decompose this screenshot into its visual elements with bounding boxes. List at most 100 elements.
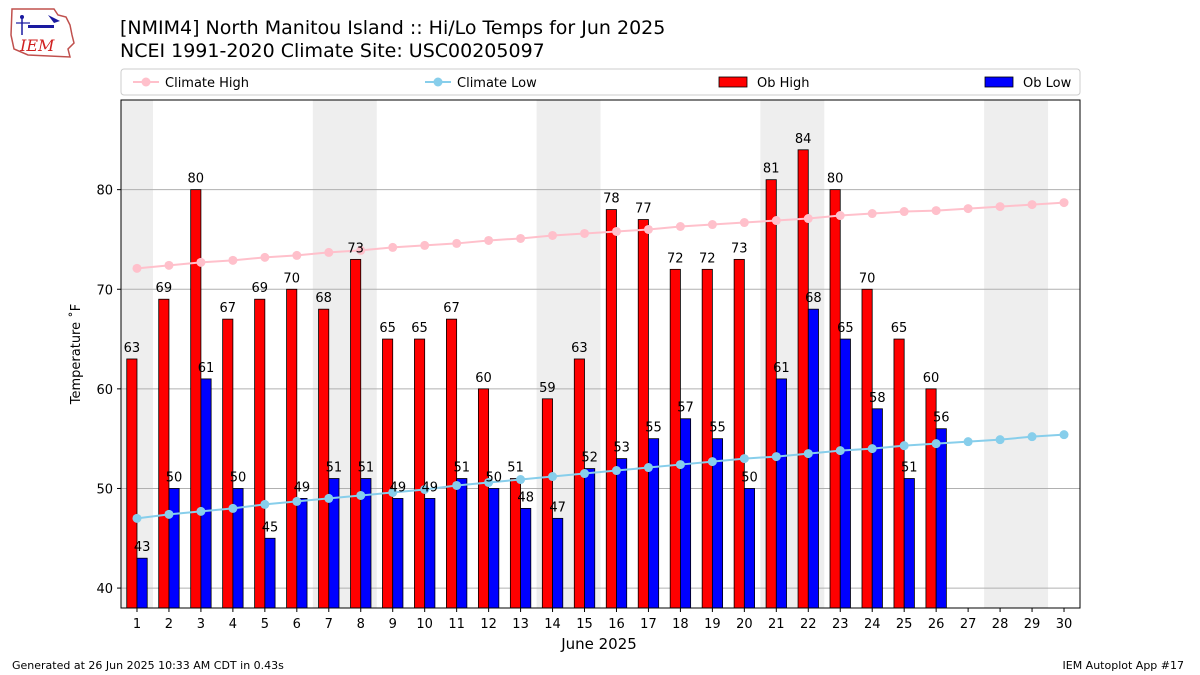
climate-low-point [707,457,717,467]
climate-high-point [835,211,845,221]
x-tick-label: 6 [293,617,301,632]
x-tick-label: 15 [576,617,593,632]
ob-low-label: 49 [422,480,439,495]
legend-swatch-marker [141,77,151,87]
x-tick-label: 13 [512,617,529,632]
ob-low-label: 55 [645,421,662,436]
climate-low-point [1027,432,1037,442]
ob-low-label: 50 [166,470,183,485]
x-tick-label: 26 [928,617,945,632]
climate-high-point [196,257,206,267]
climate-low-point [132,513,142,523]
ob-high-label: 65 [891,321,908,336]
ob-high-bar [701,268,713,609]
climate-high-point [931,206,941,216]
x-tick-label: 3 [197,617,205,632]
ob-low-bar [168,488,180,609]
ob-high-bar [573,358,585,609]
climate-high-point [132,263,142,273]
ob-high-label: 59 [539,381,556,396]
climate-high-point [292,250,302,260]
x-tick-label: 21 [768,617,785,632]
climate-low-point [803,449,813,459]
ob-high-bar [669,268,681,609]
climate-low-point [771,452,781,462]
ob-high-bar [190,189,202,609]
generated-note: Generated at 26 Jun 2025 10:33 AM CDT in… [12,659,284,672]
climate-low-point [164,509,174,519]
climate-high-point [867,209,877,219]
ob-high-label: 78 [603,192,620,207]
weekend-band-4 [984,100,1049,608]
ob-low-bar [264,537,276,609]
ob-low-label: 51 [453,461,470,476]
x-tick-label: 29 [1024,617,1041,632]
climate-high-point [1059,198,1069,208]
ob-high-bar [605,209,617,609]
ob-high-bar [765,179,777,609]
y-axis-label: Temperature ˚F [68,304,84,405]
ob-high-label: 63 [124,341,141,356]
climate-high-point [643,224,653,234]
ob-low-bar [743,488,755,609]
y-tick-label: 40 [96,582,113,597]
ob-high-label: 63 [571,341,588,356]
legend-label: Climate Low [457,76,537,91]
legend-swatch-bar [984,76,1014,88]
climate-low-point [995,435,1005,445]
climate-low-point [835,446,845,456]
climate-low-point [1059,430,1069,440]
ob-high-label: 65 [379,321,396,336]
legend-swatch-marker [433,77,443,87]
climate-high-point [899,207,909,217]
climate-low-point [516,475,526,485]
x-tick-label: 20 [736,617,753,632]
climate-high-point [803,214,813,224]
climate-high-point [164,260,174,270]
ob-high-label: 70 [283,271,300,286]
ob-low-bar [456,478,468,609]
x-tick-label: 2 [165,617,173,632]
ob-high-bar [158,298,170,609]
gridlines [121,189,1080,589]
ob-low-label: 50 [485,470,502,485]
ob-high-bar [222,318,234,609]
climate-low-point [228,503,238,513]
ob-high-label: 80 [188,172,205,187]
chart-subtitle: NCEI 1991-2020 Climate Site: USC00205097 [120,40,545,62]
ob-high-label: 60 [923,371,940,386]
climate-high-point [484,235,494,245]
ob-high-bar [414,338,426,609]
ob-low-bar [871,408,883,609]
ob-high-label: 77 [635,202,652,217]
ob-low-bar [903,478,915,609]
ob-high-label: 51 [507,461,524,476]
climate-high-point [228,255,238,265]
climate-high-point [580,228,590,238]
climate-low-point [867,444,877,454]
ob-high-label: 65 [411,321,428,336]
ob-low-bar [552,517,564,609]
ob-low-label: 55 [709,421,726,436]
climate-high-point [260,252,270,262]
x-tick-label: 25 [896,617,913,632]
ob-high-label: 81 [763,162,780,177]
ob-low-bar [200,378,212,609]
x-axis-label: June 2025 [560,635,637,653]
plot-frame [120,99,1081,609]
ob-low-label: 61 [773,361,790,376]
climate-high-point [1027,200,1037,210]
ob-low-label: 51 [358,461,375,476]
climate-low-point [196,506,206,516]
y-tick-label: 60 [96,383,113,398]
climate-high-point [324,247,334,257]
y-tick-label: 50 [96,482,113,497]
legend-label: Ob Low [1023,76,1072,91]
ob-low-bar [807,308,819,609]
ob-high-bar [733,258,745,609]
ob-low-label: 57 [677,401,694,416]
chart-title: [NMIM4] North Manitou Island :: Hi/Lo Te… [120,17,666,39]
x-tick-label: 11 [448,617,465,632]
